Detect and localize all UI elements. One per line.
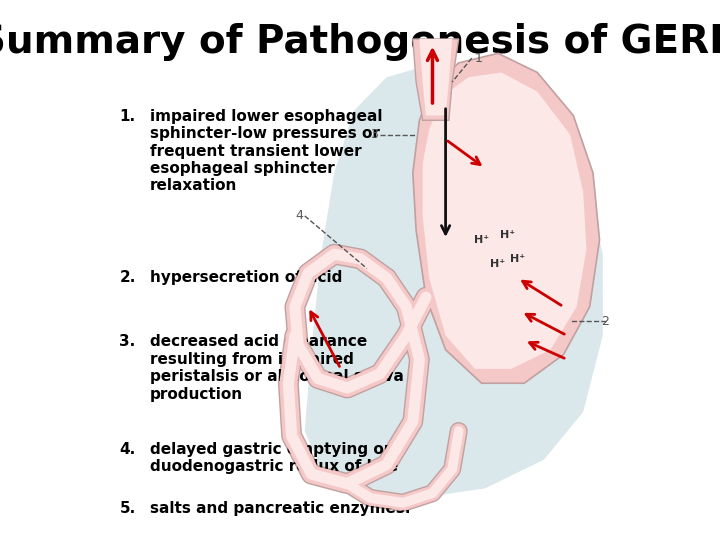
Polygon shape [413, 53, 600, 383]
Text: 3: 3 [370, 128, 378, 141]
Text: H⁺: H⁺ [474, 235, 489, 245]
Text: 2.: 2. [120, 270, 136, 285]
Text: hypersecretion of acid: hypersecretion of acid [150, 270, 343, 285]
Text: 3.: 3. [120, 334, 135, 349]
Text: 2: 2 [601, 315, 609, 328]
Text: delayed gastric emptying or
duodenogastric reflux of bile: delayed gastric emptying or duodenogastr… [150, 442, 398, 474]
Text: Summary of Pathogenesis of GERD: Summary of Pathogenesis of GERD [0, 23, 720, 61]
Text: 5.: 5. [120, 501, 135, 516]
Text: 4: 4 [295, 210, 303, 222]
Text: salts and pancreatic enzymes.: salts and pancreatic enzymes. [150, 501, 410, 516]
Text: H⁺: H⁺ [500, 230, 516, 240]
Text: 4.: 4. [120, 442, 135, 457]
Polygon shape [423, 72, 587, 369]
Polygon shape [419, 39, 452, 116]
Polygon shape [413, 39, 459, 120]
Text: 1.: 1. [120, 109, 135, 124]
Text: decreased acid clearance
resulting from impaired
peristalsis or abnormal saliva
: decreased acid clearance resulting from … [150, 334, 404, 402]
Text: impaired lower esophageal
sphincter-low pressures or
frequent transient lower
es: impaired lower esophageal sphincter-low … [150, 109, 382, 193]
Text: H⁺: H⁺ [490, 259, 505, 269]
Text: 1: 1 [475, 52, 483, 65]
Polygon shape [305, 63, 603, 498]
Text: H⁺: H⁺ [510, 254, 525, 264]
